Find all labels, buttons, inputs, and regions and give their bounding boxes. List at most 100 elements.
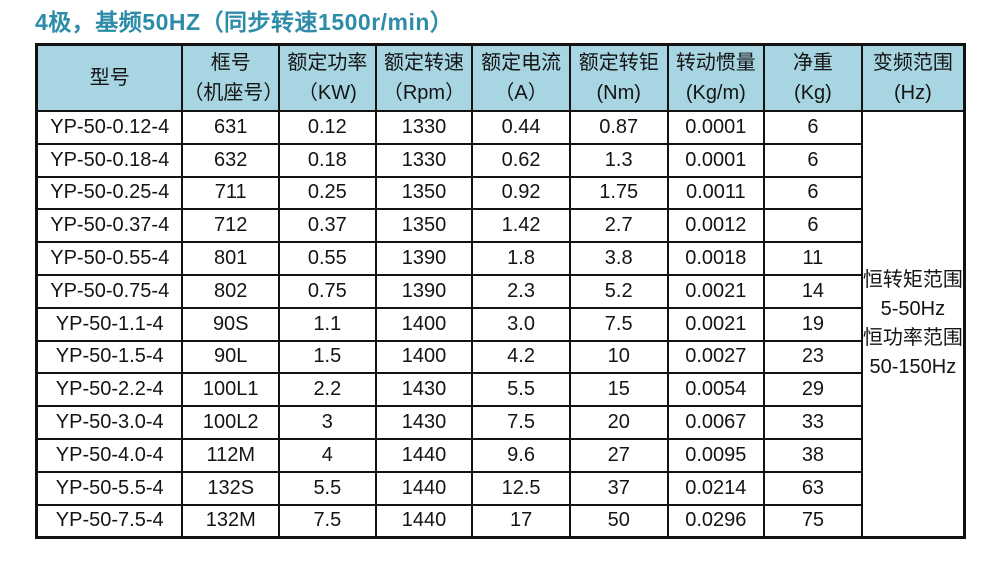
table-cell: 27 bbox=[568, 437, 669, 473]
table-cell: 0.25 bbox=[278, 175, 377, 211]
table-cell: 132M bbox=[181, 503, 281, 539]
table-cell: 7.5 bbox=[278, 503, 377, 539]
header-line: 型号 bbox=[89, 67, 130, 89]
table-cell: 1400 bbox=[374, 306, 474, 342]
table-cell: 0.37 bbox=[278, 208, 377, 244]
table-cell: 1440 bbox=[374, 437, 474, 473]
table-cell: 5.2 bbox=[568, 273, 669, 309]
header-line: 额定电流 bbox=[481, 52, 562, 74]
table-cell: 0.55 bbox=[278, 241, 377, 276]
table-cell: YP-50-0.12-4 bbox=[35, 110, 184, 145]
table-cell: 75 bbox=[763, 503, 863, 539]
frequency-range-line: 5-50Hz bbox=[880, 298, 946, 321]
table-cell: YP-50-0.25-4 bbox=[35, 175, 184, 211]
table-cell: 12.5 bbox=[471, 470, 571, 506]
table-cell: 1330 bbox=[374, 142, 474, 178]
header-line: 额定转速 bbox=[383, 52, 464, 74]
table-cell: 11 bbox=[763, 241, 863, 276]
table-cell: 90L bbox=[181, 339, 281, 375]
table-body: YP-50-0.12-4 631 0.12 1330 0.44 0.87 0.0001 6 恒转… bbox=[35, 110, 966, 539]
table-cell: 712 bbox=[181, 208, 281, 244]
table-cell: 1330 bbox=[374, 110, 474, 145]
header-line: （KW) bbox=[297, 82, 357, 104]
header-line: 转动惯量 bbox=[675, 52, 756, 74]
table-cell: 0.0021 bbox=[666, 273, 766, 309]
table-cell: 6 bbox=[763, 208, 863, 244]
table-cell: YP-50-2.2-4 bbox=[35, 372, 184, 408]
header-line: （A） bbox=[494, 82, 548, 104]
table-cell: 2.2 bbox=[278, 372, 377, 408]
table-cell: 14 bbox=[763, 273, 863, 309]
table-cell: 63 bbox=[763, 470, 863, 506]
table-cell: 0.0214 bbox=[666, 470, 766, 506]
header-line: (Hz) bbox=[893, 82, 932, 104]
table-cell: 0.0054 bbox=[666, 372, 766, 408]
table-cell: 38 bbox=[763, 437, 863, 473]
table-cell: 1350 bbox=[374, 175, 474, 211]
table-cell: 0.0296 bbox=[666, 503, 766, 539]
table-cell: 1390 bbox=[374, 273, 474, 309]
table-cell: 631 bbox=[181, 110, 281, 145]
table-cell: 0.0001 bbox=[666, 110, 766, 145]
table-cell: 7.5 bbox=[471, 405, 571, 440]
table-row: YP-50-0.12-4 631 0.12 1330 0.44 0.87 0.0001 6 恒转… bbox=[35, 110, 966, 539]
table-cell: 0.0067 bbox=[666, 405, 766, 440]
table-cell: YP-50-1.1-4 bbox=[35, 306, 184, 342]
table-cell: 5.5 bbox=[278, 470, 377, 506]
table-cell: 0.75 bbox=[278, 273, 377, 309]
table-row: YP-50-0.25-4 711 0.25 1350 0.92 1.75 0.0011 6 bbox=[35, 175, 965, 211]
table-cell: 100L1 bbox=[181, 372, 281, 408]
table-cell: 2.7 bbox=[568, 208, 669, 244]
table-cell: 1.8 bbox=[471, 241, 571, 276]
table-cell: 0.92 bbox=[471, 175, 571, 211]
table-cell: 33 bbox=[763, 405, 863, 440]
table-cell: 711 bbox=[181, 175, 281, 211]
table-cell: 112M bbox=[181, 437, 281, 473]
table-cell: YP-50-0.55-4 bbox=[35, 241, 184, 276]
page-title: 4极，基频50HZ（同步转速1500r/min） bbox=[35, 9, 454, 35]
table-cell: 29 bbox=[763, 372, 863, 408]
col-header-rated-current: 额定电流 （A） bbox=[471, 43, 571, 112]
table-cell: 50 bbox=[568, 503, 669, 539]
table-cell: 5.5 bbox=[471, 372, 571, 408]
header-line: 净重 bbox=[792, 52, 833, 74]
table-cell: 0.87 bbox=[568, 110, 669, 145]
table-row: YP-50-1.1-4 90S 1.1 1400 3.0 7.5 0.0021 19 bbox=[35, 306, 965, 342]
col-header-freq-range: 变频范围 (Hz) bbox=[860, 43, 966, 112]
table-cell: 0.12 bbox=[278, 110, 377, 145]
header-line: (Kg/m) bbox=[685, 82, 746, 104]
table-row: YP-50-5.5-4 132S 5.5 1440 12.5 37 0.0214 63 bbox=[35, 470, 965, 506]
table-row: YP-50-0.75-4 802 0.75 1390 2.3 5.2 0.0021 14 bbox=[35, 273, 965, 309]
table-cell: 0.0012 bbox=[666, 208, 766, 244]
table-cell: 1440 bbox=[374, 503, 474, 539]
table-cell: 802 bbox=[181, 273, 281, 309]
col-header-inertia: 转动惯量 (Kg/m) bbox=[666, 43, 766, 112]
table-cell: 9.6 bbox=[471, 437, 571, 473]
table-cell: 1400 bbox=[374, 339, 474, 375]
frequency-range-line: 50-150Hz bbox=[869, 356, 957, 379]
table-cell: 132S bbox=[181, 470, 281, 506]
table-cell: 632 bbox=[181, 142, 281, 178]
page: 4极，基频50HZ（同步转速1500r/min） 型号 框号 （机座号） bbox=[35, 9, 966, 540]
table-cell: 3 bbox=[278, 405, 377, 440]
table-cell: 4 bbox=[278, 437, 377, 473]
table-row: YP-50-0.37-4 712 0.37 1350 1.42 2.7 0.0012 6 bbox=[35, 208, 965, 244]
table-cell: YP-50-0.37-4 bbox=[35, 208, 184, 244]
frequency-range-line: 恒转矩范围 bbox=[862, 269, 963, 292]
header-line: 变频范围 bbox=[872, 52, 953, 74]
table-cell: 0.0018 bbox=[666, 241, 766, 276]
col-header-model: 型号 bbox=[35, 43, 184, 112]
table-cell: YP-50-0.75-4 bbox=[35, 273, 184, 309]
table-cell: 1.1 bbox=[278, 306, 377, 342]
table-row: YP-50-0.18-4 632 0.18 1330 0.62 1.3 0.0001 6 bbox=[35, 142, 965, 178]
table-cell: 15 bbox=[568, 372, 669, 408]
frequency-range-line: 恒功率范围 bbox=[862, 327, 963, 350]
col-header-frame: 框号 （机座号） bbox=[181, 43, 283, 112]
table-cell: 6 bbox=[763, 110, 863, 145]
table-cell: 100L2 bbox=[181, 405, 281, 440]
header-line: (Nm) bbox=[596, 82, 641, 104]
table-cell: 37 bbox=[568, 470, 669, 506]
table-cell: 3.8 bbox=[568, 241, 669, 276]
table-cell: 0.0027 bbox=[666, 339, 766, 375]
table-cell: 17 bbox=[471, 503, 571, 539]
